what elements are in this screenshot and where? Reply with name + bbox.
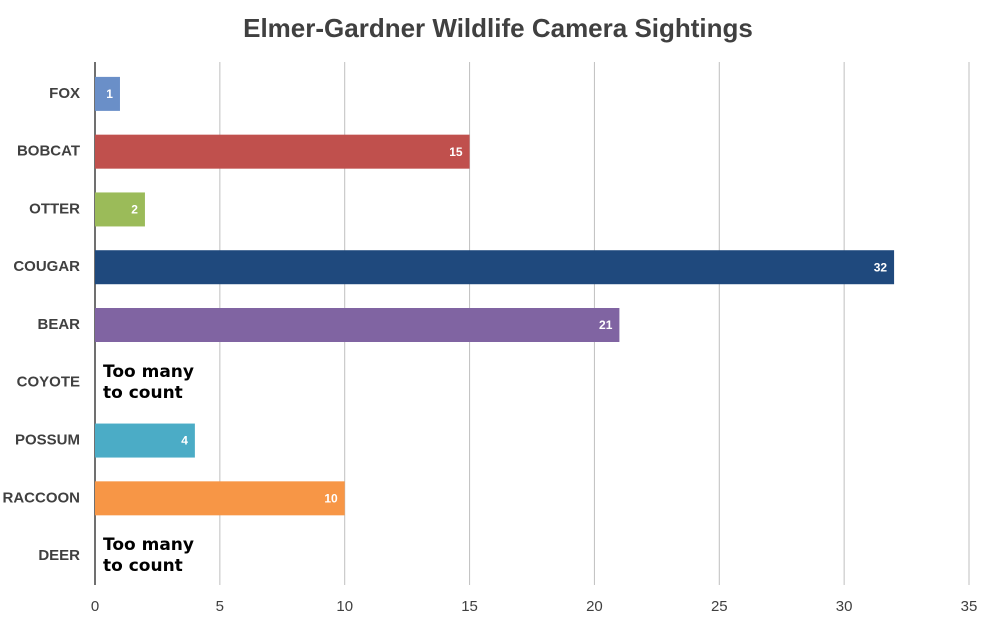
x-tick-label: 10 (336, 598, 353, 615)
x-tick-label: 0 (91, 598, 99, 615)
bar (95, 250, 895, 285)
bar (95, 134, 470, 169)
x-tick-label: 5 (216, 598, 224, 615)
y-tick-label: RACCOON (3, 489, 81, 506)
y-tick-label: DEER (38, 547, 80, 564)
chart-title: Elmer-Gardner Wildlife Camera Sightings (243, 13, 753, 43)
annotation: Too many to count (103, 535, 194, 577)
y-tick-label: FOX (49, 85, 80, 102)
bar (95, 308, 620, 342)
value-label: 15 (449, 145, 463, 159)
y-tick-label: COUGAR (13, 258, 80, 275)
bar (95, 76, 120, 111)
y-tick-label: COYOTE (17, 374, 80, 391)
value-label: 1 (106, 87, 113, 101)
x-tick-label: 25 (711, 598, 728, 615)
y-tick-label: POSSUM (15, 432, 80, 449)
x-tick-label: 35 (961, 598, 978, 615)
annotation: Too many to count (103, 361, 194, 403)
y-tick-label: OTTER (29, 200, 80, 217)
bar (95, 192, 145, 227)
value-label: 10 (324, 492, 338, 506)
x-tick-label: 20 (586, 598, 603, 615)
bar (95, 423, 195, 458)
value-label: 4 (181, 434, 188, 448)
value-label: 32 (874, 260, 888, 274)
x-tick-label: 15 (461, 598, 478, 615)
y-tick-label: BOBCAT (17, 143, 80, 160)
x-tick-label: 30 (836, 598, 853, 615)
y-tick-label: BEAR (37, 316, 80, 333)
bar (95, 481, 345, 516)
value-label: 2 (131, 203, 138, 217)
value-label: 21 (599, 318, 613, 332)
